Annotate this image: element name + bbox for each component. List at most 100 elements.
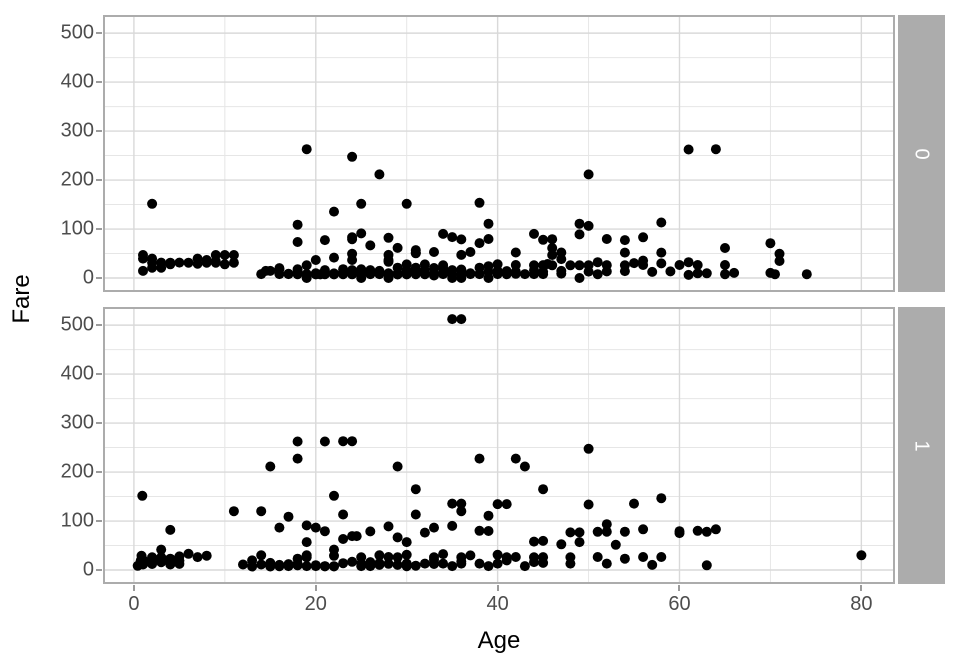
- data-point: [292, 453, 303, 464]
- data-point: [319, 268, 330, 279]
- data-point: [619, 247, 630, 258]
- data-point: [474, 238, 485, 249]
- data-point: [601, 519, 612, 530]
- data-point: [156, 257, 167, 268]
- data-point: [319, 526, 330, 537]
- panel-background: [103, 15, 895, 292]
- data-point: [519, 269, 530, 280]
- data-point: [374, 169, 385, 180]
- data-point: [138, 265, 148, 276]
- data-point: [656, 258, 667, 269]
- data-point: [319, 561, 330, 572]
- data-point: [338, 436, 349, 447]
- y-axis-tick-label: 300: [60, 119, 94, 142]
- y-axis-tick-label: 0: [82, 558, 94, 581]
- data-point: [501, 499, 512, 510]
- data-point: [401, 537, 412, 548]
- data-point: [292, 219, 303, 230]
- data-point: [329, 206, 339, 217]
- data-point: [429, 247, 439, 257]
- data-point: [501, 269, 512, 280]
- data-point: [310, 255, 321, 265]
- data-point: [338, 534, 349, 544]
- data-point: [329, 252, 339, 263]
- data-point: [592, 526, 603, 537]
- data-point: [137, 490, 148, 501]
- data-point: [329, 269, 339, 280]
- data-point: [765, 238, 776, 249]
- y-axis-tick-label: 100: [60, 217, 94, 240]
- data-point: [510, 247, 521, 258]
- data-point: [619, 553, 630, 564]
- data-point: [610, 539, 621, 550]
- data-point: [401, 265, 412, 276]
- data-point: [556, 539, 567, 550]
- facet-strip-label: 1: [910, 439, 933, 452]
- y-axis-tick-mark: [96, 568, 102, 571]
- data-point: [374, 269, 385, 280]
- data-point: [347, 255, 358, 265]
- y-axis-tick-mark: [96, 276, 102, 279]
- data-point: [447, 232, 458, 243]
- data-point: [274, 263, 285, 274]
- data-point: [683, 144, 694, 155]
- data-point: [256, 559, 267, 570]
- data-point: [283, 268, 294, 279]
- panel-border: [103, 15, 895, 292]
- y-axis-tick-mark: [96, 324, 102, 327]
- data-point: [319, 436, 330, 447]
- data-point: [456, 249, 467, 260]
- data-point: [347, 436, 358, 447]
- data-point: [351, 531, 362, 542]
- data-point: [583, 169, 594, 180]
- data-point: [447, 314, 458, 325]
- data-point: [183, 548, 194, 559]
- y-axis-tick-label: 500: [60, 21, 94, 44]
- data-point: [456, 234, 467, 245]
- x-axis-tick-mark: [132, 585, 135, 591]
- data-point: [492, 549, 503, 560]
- data-point: [419, 269, 430, 280]
- data-point: [529, 260, 539, 271]
- data-point: [338, 264, 349, 275]
- data-point: [147, 553, 158, 564]
- data-point: [274, 522, 285, 533]
- data-point: [419, 527, 430, 538]
- y-axis-tick-mark: [96, 179, 102, 182]
- data-point: [692, 525, 703, 536]
- data-point: [265, 265, 276, 276]
- data-point: [510, 552, 521, 562]
- x-axis-tick-mark: [860, 585, 863, 591]
- data-point: [301, 537, 312, 548]
- data-point: [683, 257, 694, 268]
- data-point: [519, 461, 530, 472]
- data-point: [638, 232, 649, 243]
- data-point: [601, 526, 612, 537]
- data-point: [729, 267, 740, 278]
- data-point: [483, 218, 494, 229]
- data-point: [438, 558, 449, 569]
- data-point: [238, 559, 248, 570]
- y-axis-tick-mark: [96, 373, 102, 376]
- data-point: [456, 265, 467, 276]
- data-point: [447, 273, 458, 283]
- data-point: [410, 248, 421, 259]
- facet-strip-1: 1: [898, 307, 945, 584]
- y-axis-tick-mark: [96, 228, 102, 231]
- data-point: [174, 551, 185, 562]
- data-point: [356, 198, 367, 209]
- data-point: [401, 549, 412, 560]
- data-point: [674, 526, 685, 537]
- x-axis-tick-mark: [496, 585, 499, 591]
- data-point: [483, 261, 494, 272]
- data-point: [492, 499, 503, 510]
- data-point: [329, 561, 339, 572]
- data-point: [374, 558, 385, 569]
- facet-strip-0: 0: [898, 15, 945, 292]
- data-point: [419, 259, 430, 270]
- y-axis-tick-label: 400: [60, 362, 94, 385]
- data-point: [474, 525, 485, 536]
- data-point: [201, 255, 212, 265]
- data-point: [329, 490, 339, 501]
- x-axis-tick-label: 0: [128, 593, 140, 615]
